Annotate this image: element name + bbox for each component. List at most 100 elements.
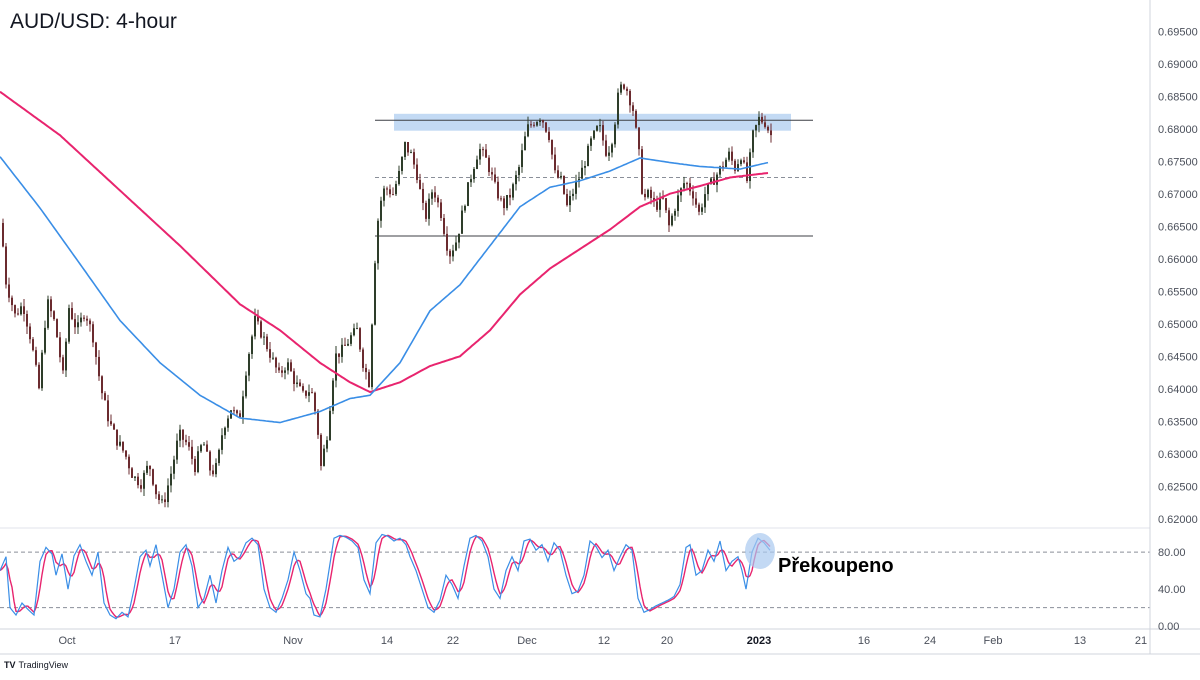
- candle-up: [614, 124, 616, 145]
- candle-down: [113, 424, 115, 430]
- tv-logo-icon: TV: [4, 660, 16, 670]
- candle-down: [425, 202, 427, 219]
- candle-down: [266, 336, 268, 350]
- candle-down: [491, 172, 493, 175]
- candle-up: [704, 194, 706, 208]
- candle-down: [548, 131, 550, 140]
- candle-up: [617, 92, 619, 125]
- candle-up: [524, 136, 526, 151]
- candle-down: [182, 429, 184, 440]
- candle-up: [176, 440, 178, 460]
- candle-up: [479, 149, 481, 160]
- candle-up: [431, 192, 433, 199]
- candle-up: [197, 451, 199, 472]
- candle-up: [401, 156, 403, 171]
- candle-up: [323, 448, 325, 466]
- candle-down: [566, 193, 568, 206]
- candle-down: [62, 357, 64, 371]
- candle-up: [659, 197, 661, 210]
- candle-down: [32, 339, 34, 351]
- candle-down: [446, 233, 448, 251]
- candle-down: [140, 485, 142, 489]
- candle-down: [644, 193, 646, 198]
- candle-down: [632, 105, 634, 111]
- price-tick-label: 0.66000: [1158, 254, 1198, 266]
- candle-down: [107, 400, 109, 422]
- candle-up: [173, 459, 175, 474]
- time-tick-label: 17: [169, 635, 181, 647]
- candle-down: [320, 434, 322, 466]
- candle-up: [218, 449, 220, 464]
- candle-down: [626, 88, 628, 91]
- candle-up: [341, 344, 343, 357]
- ma-slow-line: [0, 90, 769, 394]
- candle-down: [26, 313, 28, 327]
- candle-down: [8, 284, 10, 298]
- candle-down: [698, 204, 700, 212]
- candle-up: [296, 382, 298, 385]
- price-tick-label: 0.67000: [1158, 189, 1198, 201]
- candle-down: [656, 201, 658, 210]
- price-tick-label: 0.64500: [1158, 351, 1198, 363]
- candle-up: [227, 418, 229, 428]
- candle-up: [20, 306, 22, 315]
- candle-up: [326, 440, 328, 449]
- candle-down: [314, 392, 316, 411]
- candle-up: [68, 308, 70, 342]
- candle-down: [5, 246, 7, 285]
- price-tick-label: 0.68000: [1158, 124, 1198, 136]
- price-tick-label: 0.64000: [1158, 384, 1198, 396]
- candle-down: [17, 313, 19, 315]
- candle-up: [44, 327, 46, 353]
- candle-down: [38, 364, 40, 389]
- candle-down: [551, 139, 553, 155]
- candle-down: [500, 198, 502, 200]
- candle-down: [191, 446, 193, 459]
- candle-down: [686, 183, 688, 185]
- price-tick-label: 0.66500: [1158, 221, 1198, 233]
- candle-up: [410, 152, 412, 154]
- candle-up: [80, 317, 82, 323]
- candle-down: [665, 198, 667, 211]
- candle-down: [509, 194, 511, 198]
- candle-up: [596, 126, 598, 131]
- candle-down: [494, 174, 496, 182]
- tradingview-logo[interactable]: TV TradingView: [4, 660, 68, 670]
- candle-up: [272, 357, 274, 359]
- price-tick-label: 0.62500: [1158, 481, 1198, 493]
- time-tick-label: 21: [1135, 635, 1147, 647]
- candle-down: [746, 162, 748, 182]
- stoch-k-line: [0, 533, 771, 620]
- candle-down: [59, 337, 61, 358]
- candle-up: [572, 193, 574, 197]
- candle-down: [443, 218, 445, 234]
- time-tick-label: 24: [924, 635, 936, 647]
- time-tick-label: 22: [447, 635, 459, 647]
- candle-up: [701, 207, 703, 212]
- price-tick-label: 0.68500: [1158, 91, 1198, 103]
- candle-down: [104, 393, 106, 401]
- candle-down: [209, 451, 211, 471]
- candle-down: [650, 189, 652, 198]
- candle-down: [110, 421, 112, 425]
- candle-up: [647, 189, 649, 198]
- price-tick-label: 0.63000: [1158, 449, 1198, 461]
- candle-up: [65, 341, 67, 371]
- candle-down: [302, 386, 304, 391]
- candle-down: [485, 149, 487, 158]
- candle-down: [605, 140, 607, 156]
- candle-down: [662, 197, 664, 199]
- time-tick-label: 14: [381, 635, 393, 647]
- candle-down: [422, 188, 424, 203]
- candle-up: [248, 354, 250, 376]
- price-tick-label: 0.63500: [1158, 416, 1198, 428]
- candle-up: [587, 145, 589, 166]
- candle-down: [731, 151, 733, 161]
- candle-down: [194, 458, 196, 472]
- candle-up: [398, 170, 400, 185]
- candle-down: [101, 376, 103, 394]
- candle-down: [293, 371, 295, 385]
- candle-up: [353, 328, 355, 336]
- candle-down: [689, 183, 691, 192]
